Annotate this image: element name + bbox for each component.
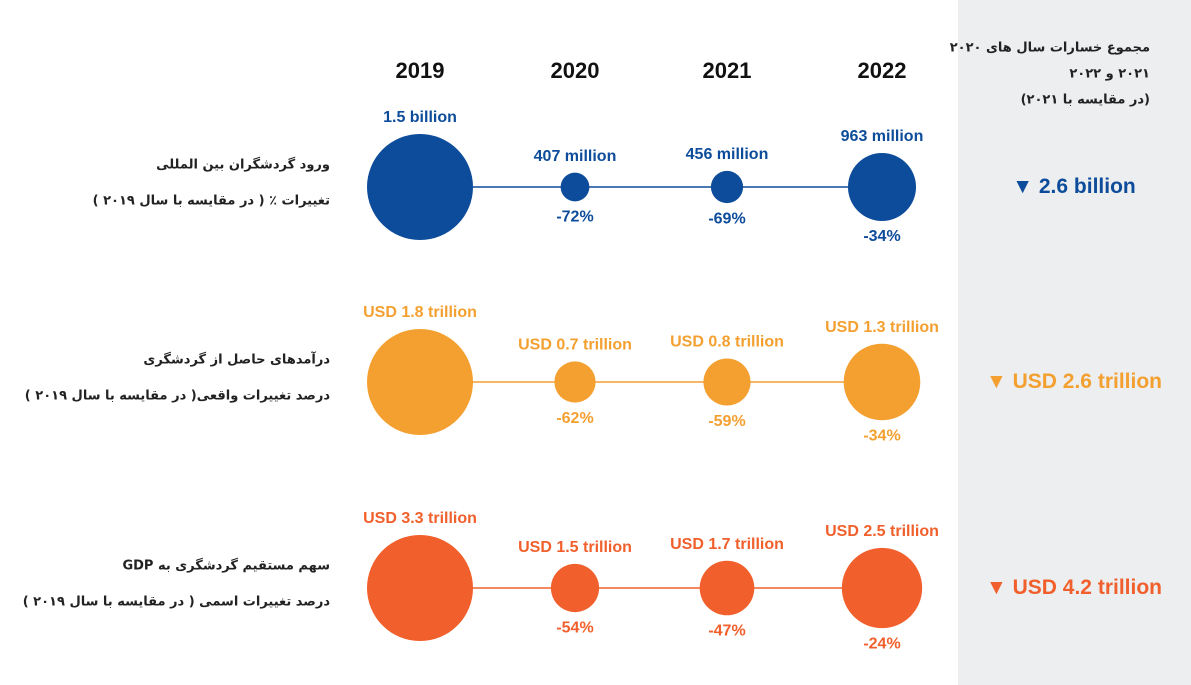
value-label: USD 1.5 trillion	[518, 539, 632, 556]
bubble	[847, 152, 917, 222]
bubble	[843, 343, 921, 421]
down-arrow: ▼	[986, 576, 1013, 599]
bubble	[554, 361, 596, 403]
year-label: 2022	[858, 58, 907, 83]
panel-title: ۲۰۲۱ و ۲۰۲۲	[1069, 67, 1150, 82]
row-title: سهم مستقیم گردشگری به GDP	[122, 558, 330, 574]
row-title: درآمدهای حاصل از گردشگری	[143, 351, 330, 368]
bubble	[703, 358, 751, 406]
down-arrow: ▼	[1012, 175, 1039, 198]
total-value: 2.6 billion	[1039, 175, 1136, 198]
bubble	[367, 329, 473, 435]
bubble	[560, 172, 590, 202]
row-title: تغییرات ٪ ( در مقایسه با سال ۲۰۱۹ )	[93, 194, 330, 209]
value-label: USD 3.3 trillion	[363, 510, 477, 527]
change-label: -62%	[556, 410, 593, 427]
value-label: 963 million	[841, 128, 924, 145]
bubble	[841, 547, 923, 629]
year-label: 2019	[396, 58, 445, 83]
bubble	[367, 134, 473, 240]
bubble	[367, 535, 473, 641]
total-label: ▼ USD 4.2 trillion	[986, 576, 1162, 599]
panel-title: مجموع خسارات سال های ۲۰۲۰	[950, 41, 1150, 56]
total-value: USD 4.2 trillion	[1013, 576, 1162, 599]
value-label: 407 million	[534, 148, 617, 165]
row-title: ورود گردشگران بین المللی	[156, 157, 330, 173]
value-label: USD 2.5 trillion	[825, 523, 939, 540]
bubble	[550, 563, 600, 613]
value-label: USD 0.8 trillion	[670, 334, 784, 351]
value-label: USD 1.3 trillion	[825, 319, 939, 336]
change-label: -59%	[708, 413, 745, 430]
value-label: 1.5 billion	[383, 109, 457, 126]
row-title: درصد تغییرات اسمی ( در مقایسه با سال ۲۰۱…	[23, 595, 331, 610]
year-label: 2021	[703, 58, 752, 83]
total-value: USD 2.6 trillion	[1013, 370, 1162, 393]
change-label: -34%	[863, 228, 900, 245]
change-label: -34%	[863, 427, 900, 444]
row-title: درصد تغییرات واقعی( در مقایسه با سال ۲۰۱…	[25, 389, 331, 404]
value-label: USD 0.7 trillion	[518, 337, 632, 354]
value-label: 456 million	[686, 146, 769, 163]
value-label: USD 1.7 trillion	[670, 536, 784, 553]
total-label: ▼ 2.6 billion	[1012, 175, 1135, 198]
change-label: -47%	[708, 623, 745, 640]
change-label: -24%	[863, 635, 900, 652]
bubble	[699, 560, 755, 616]
year-label: 2020	[551, 58, 600, 83]
change-label: -72%	[556, 209, 593, 226]
down-arrow: ▼	[986, 370, 1013, 393]
summary-panel	[958, 0, 1191, 685]
value-label: USD 1.8 trillion	[363, 304, 477, 321]
bubble	[710, 170, 744, 204]
panel-title: (در مقایسه با ۲۰۲۱)	[1021, 93, 1150, 108]
change-label: -54%	[556, 619, 593, 636]
change-label: -69%	[708, 210, 745, 227]
total-label: ▼ USD 2.6 trillion	[986, 370, 1162, 393]
